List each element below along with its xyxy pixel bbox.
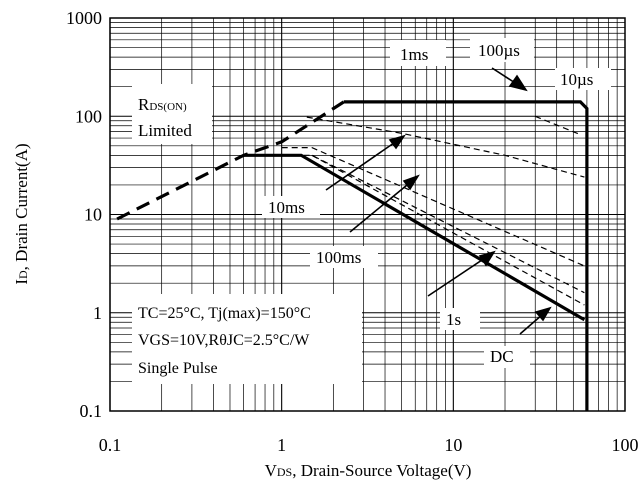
x-axis-label: VDS, Drain-Source Voltage(V)	[265, 461, 472, 480]
y-tick-label: 0.1	[80, 401, 103, 421]
series-line	[306, 116, 585, 178]
grid	[109, 18, 625, 412]
label-1s: 1s	[446, 310, 461, 329]
label-100us: 100µs	[478, 41, 520, 60]
series-line	[311, 154, 585, 306]
plot-frame	[109, 17, 626, 412]
x-tick-label: 0.1	[99, 435, 122, 455]
label-10ms: 10ms	[268, 198, 305, 217]
condition-line-1: TC=25°C, Tj(max)=150°C	[138, 305, 311, 322]
x-tick-label: 100	[612, 435, 639, 455]
line-labels: RDS(ON) Limited 1ms 100µs 10µs 10ms 100m…	[138, 41, 593, 366]
condition-line-2: VGS=10V,RθJC=2.5°C/W	[138, 332, 310, 349]
label-dc: DC	[490, 347, 514, 366]
tick-labels: 0.1 1 10 100 0.1 1 10 100 1000	[66, 8, 639, 455]
y-tick-label: 100	[75, 106, 102, 126]
label-backgrounds	[132, 38, 611, 384]
label-rds-line2: Limited	[138, 121, 192, 140]
label-rds-line1: RDS(ON)	[138, 95, 187, 114]
series-line	[281, 147, 585, 267]
label-100ms: 100ms	[316, 248, 361, 267]
series-line	[116, 100, 345, 221]
x-tick-label: 1	[277, 435, 286, 455]
series	[116, 100, 589, 411]
series-line	[343, 100, 589, 411]
x-tick-label: 10	[444, 435, 462, 455]
label-10us: 10µs	[560, 70, 593, 89]
label-1ms: 1ms	[400, 45, 428, 64]
y-tick-label: 1000	[66, 8, 102, 28]
series-line	[243, 153, 586, 322]
test-conditions: TC=25°C, Tj(max)=150°C VGS=10V,RθJC=2.5°…	[138, 305, 311, 377]
condition-line-3: Single Pulse	[138, 360, 218, 377]
y-tick-label: 1	[93, 303, 102, 323]
y-axis-label: ID, Drain Current(A)	[12, 143, 31, 284]
series-line	[534, 115, 581, 136]
y-tick-label: 10	[84, 205, 102, 225]
annotation-arrows	[325, 67, 552, 335]
